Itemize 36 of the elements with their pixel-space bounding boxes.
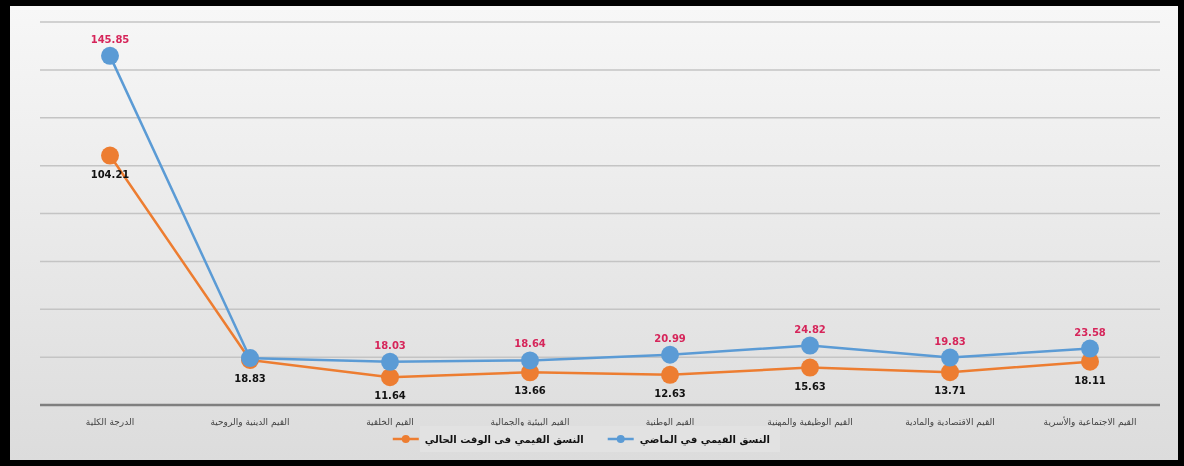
point — [661, 365, 679, 384]
x-tick-label: القيم الوظيفية والمهنية — [767, 417, 853, 428]
x-tick-label: القيم البيئية والجمالية — [490, 417, 570, 428]
data-label: 18.83 — [234, 372, 266, 384]
x-tick-label: القيم الاجتماعية والأسرية — [1043, 416, 1137, 428]
data-label: 23.58 — [1074, 326, 1106, 338]
point — [381, 368, 399, 387]
point — [521, 351, 539, 370]
data-label: 20.99 — [654, 332, 686, 344]
x-tick-label: القيم الدينية والروحية — [210, 417, 290, 428]
legend-label: النسق القيمي فى الوقت الحالي — [424, 434, 584, 446]
x-tick-label: الدرجة الكلية — [85, 417, 135, 427]
data-label: 24.82 — [794, 323, 826, 335]
point — [1081, 339, 1099, 358]
point — [801, 336, 819, 355]
point — [101, 146, 119, 165]
point — [101, 46, 119, 65]
x-tick-label: القيم الوطنية — [645, 417, 695, 428]
point — [661, 345, 679, 364]
data-label: 18.11 — [1074, 374, 1106, 386]
data-label: 13.66 — [514, 385, 546, 397]
data-label: 19.83 — [934, 335, 966, 347]
point — [381, 352, 399, 371]
point — [801, 358, 819, 377]
data-label: 18.03 — [374, 339, 406, 351]
data-label: 145.85 — [90, 33, 130, 45]
point — [941, 348, 959, 367]
data-label: 18.64 — [514, 338, 546, 350]
data-label: 12.63 — [654, 387, 686, 399]
x-tick-label: القيم الاقتصادية والمادية — [905, 417, 995, 428]
data-label: 13.71 — [934, 385, 966, 397]
data-label: 11.64 — [374, 390, 406, 402]
x-tick-label: القيم الخلقية — [366, 417, 414, 428]
data-label: 15.63 — [794, 380, 826, 392]
legend-label: النسق القيمي في الماضي — [639, 434, 770, 446]
point — [941, 363, 959, 382]
